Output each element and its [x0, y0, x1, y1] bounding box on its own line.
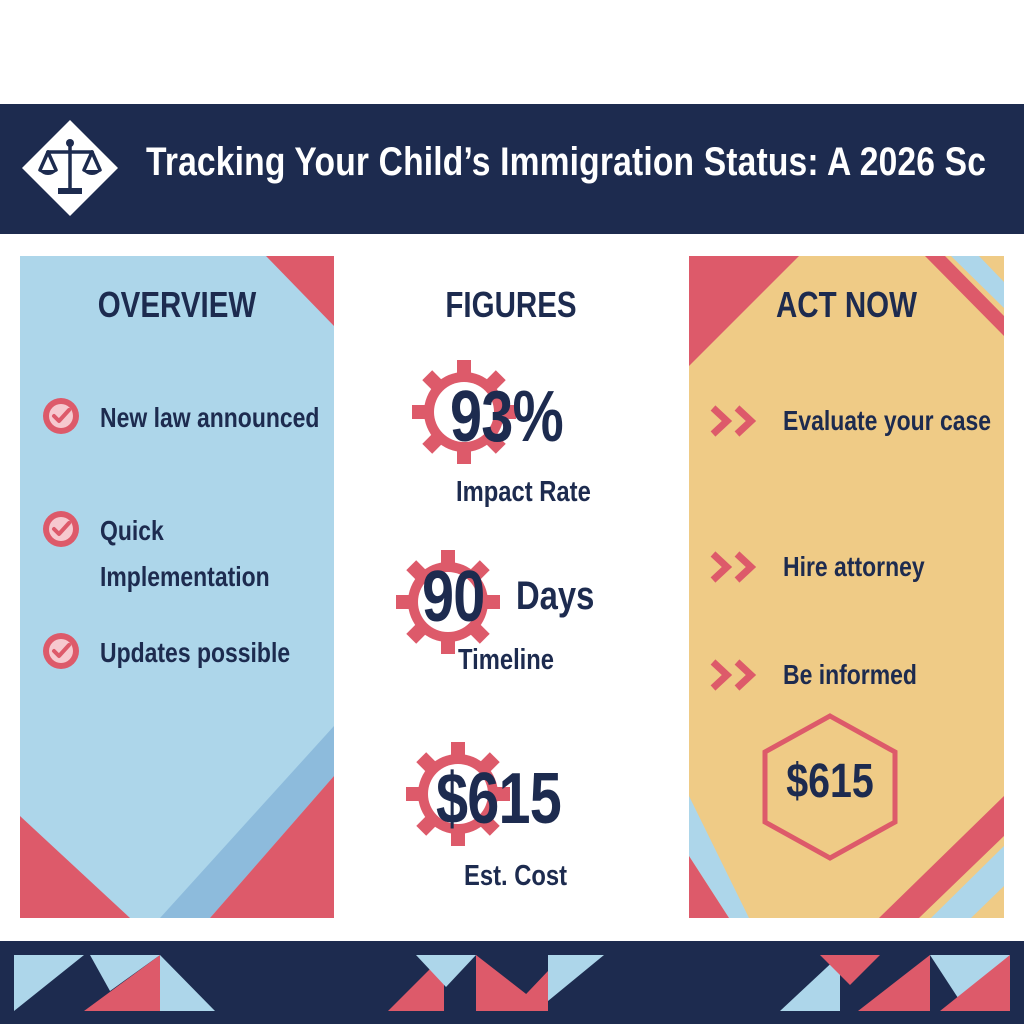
footer-decoration	[14, 955, 1010, 1011]
figure-timeline: 90 Days Timeline	[366, 546, 656, 696]
gear-icon	[412, 360, 516, 464]
figure-value: 90	[422, 557, 485, 637]
overview-item: Updates possible	[40, 630, 332, 676]
act-now-item: Be informed	[709, 658, 946, 692]
overview-panel: OVERVIEW New law announced Quick Impleme…	[20, 256, 334, 918]
figure-est-cost: $615 Est. Cost	[366, 738, 656, 892]
overview-item-label: Quick	[100, 515, 164, 546]
act-now-heading: ACT NOW	[775, 284, 918, 325]
overview-item-label: Implementation	[100, 561, 270, 592]
page-title: Tracking Your Child’s Immigration Status…	[146, 140, 987, 184]
overview-item-label: New law announced	[100, 402, 320, 433]
hexagon-badge-icon	[762, 713, 898, 861]
overview-decoration	[20, 256, 334, 918]
figure-impact-rate: 93% Impact Rate	[366, 356, 656, 508]
act-now-item: Evaluate your case	[709, 404, 1004, 438]
price-badge-value: $615	[786, 755, 874, 808]
act-now-decoration	[689, 256, 1004, 918]
gear-icon	[406, 742, 510, 846]
double-chevron-right-icon	[710, 551, 757, 583]
overview-item: Quick Implementation	[40, 508, 307, 600]
act-now-panel: ACT NOW Evaluate your case Hire attorney…	[689, 256, 1004, 918]
figure-value: $615	[436, 759, 562, 839]
check-circle-icon	[43, 633, 79, 669]
figure-label: Est. Cost	[464, 860, 568, 892]
act-now-item: Hire attorney	[709, 550, 956, 584]
figures-heading: FIGURES	[445, 284, 577, 325]
double-chevron-right-icon	[710, 405, 757, 437]
header-banner: Tracking Your Child’s Immigration Status…	[0, 104, 1024, 234]
scales-of-justice-icon	[22, 120, 118, 216]
act-now-item-label: Be informed	[783, 659, 917, 690]
figure-unit: Days	[516, 574, 595, 618]
overview-item-label: Updates possible	[100, 637, 291, 668]
overview-item: New law announced	[40, 395, 334, 441]
figures-panel: FIGURES 93% Impact Rate	[366, 256, 656, 918]
check-circle-icon	[43, 398, 79, 434]
overview-heading: OVERVIEW	[97, 284, 257, 325]
figure-label: Timeline	[458, 644, 555, 676]
check-circle-icon	[43, 511, 79, 547]
footer-band	[0, 941, 1024, 1024]
figure-value: 93%	[450, 377, 564, 457]
act-now-item-label: Evaluate your case	[783, 405, 992, 436]
double-chevron-right-icon	[710, 659, 757, 691]
gear-icon	[396, 550, 500, 654]
figure-label: Impact Rate	[456, 476, 591, 508]
act-now-item-label: Hire attorney	[783, 551, 925, 582]
